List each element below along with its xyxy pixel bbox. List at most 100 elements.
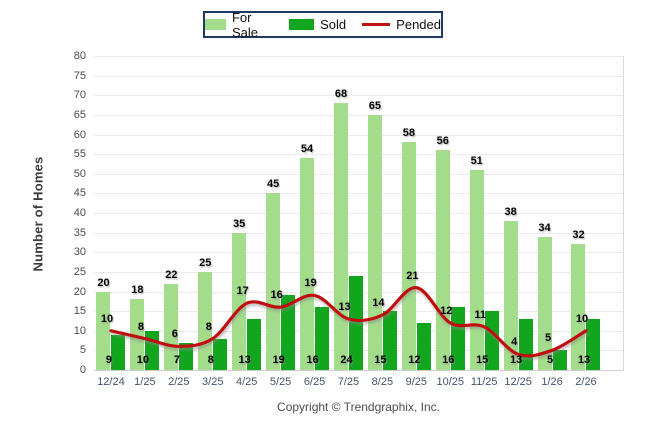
x-tick-label: 10/25 [436, 376, 465, 388]
data-label-pended: 10 [100, 312, 114, 325]
x-tick-label: 5/25 [269, 376, 292, 388]
data-label-pended: 4 [511, 336, 518, 349]
gridline [94, 114, 623, 116]
pended-line [109, 286, 588, 358]
x-tick-label: 1/25 [134, 376, 156, 388]
for-sale-swatch-icon [205, 19, 226, 30]
data-label-for-sale: 20 [97, 276, 110, 289]
data-label-pended: 8 [205, 320, 212, 333]
data-label-pended: 17 [236, 285, 249, 298]
bar-for-sale [198, 271, 213, 370]
plot-area: 20 9 10 18 10 8 22 7 6 25 8 8 35 13 17 45 19 16 54 16 19 68 24… [94, 56, 624, 371]
x-tick-label: 12/24 [97, 376, 125, 388]
y-tick-label: 10 [73, 324, 86, 337]
bar-sold [416, 322, 431, 370]
data-label-for-sale: 34 [538, 221, 551, 234]
y-tick-label: 0 [79, 364, 86, 376]
bar-sold [179, 342, 194, 370]
data-label-for-sale: 51 [470, 154, 483, 167]
data-label-pended: 5 [544, 332, 552, 345]
bar-for-sale [96, 291, 111, 370]
data-label-for-sale: 18 [131, 284, 144, 297]
gridline [94, 271, 623, 273]
data-label-pended: 19 [304, 277, 317, 290]
bar-sold [315, 307, 330, 370]
x-tick-label: 8/25 [371, 376, 394, 388]
data-label-for-sale: 22 [165, 268, 178, 281]
y-tick-label: 50 [73, 167, 86, 180]
legend-item-for-sale: For Sale [205, 10, 273, 40]
pended-line-swatch-icon [362, 23, 391, 26]
legend-label-sold: Sold [320, 17, 347, 32]
bar-sold [382, 311, 397, 370]
bar-sold [281, 295, 296, 370]
data-label-pended: 12 [440, 304, 453, 317]
legend-label-pended: Pended [396, 17, 441, 32]
data-label-for-sale: 38 [504, 205, 517, 218]
bar-for-sale [367, 114, 382, 370]
y-tick-label: 15 [73, 305, 86, 318]
data-label-pended: 8 [137, 320, 144, 333]
bar-for-sale [300, 158, 315, 370]
data-label-for-sale: 58 [402, 127, 415, 140]
data-label-sold: 19 [272, 354, 285, 366]
gridline [94, 252, 623, 254]
data-label-sold: 12 [408, 354, 421, 366]
data-label-sold: 9 [105, 354, 113, 366]
bar-for-sale [232, 232, 247, 370]
gridline [94, 213, 623, 214]
data-label-sold: 15 [476, 354, 489, 366]
y-tick-label: 70 [73, 89, 86, 102]
data-label-for-sale: 68 [334, 88, 348, 101]
pended-line-path [109, 286, 588, 358]
data-label-pended: 6 [171, 328, 178, 341]
y-tick-label: 75 [73, 69, 86, 82]
y-tick-label: 80 [73, 50, 86, 62]
x-tick-label: 1/26 [541, 376, 563, 388]
data-label-sold: 16 [442, 354, 455, 366]
data-label-pended: 21 [406, 269, 419, 282]
bar-sold [348, 275, 363, 370]
data-label-for-sale: 65 [368, 99, 382, 112]
y-tick-label: 30 [73, 246, 86, 259]
bar-sold [586, 318, 601, 370]
x-tick-label: 9/25 [405, 376, 428, 388]
y-tick-label: 35 [73, 226, 86, 239]
data-label-pended: 10 [575, 312, 589, 325]
y-tick-label: 60 [73, 128, 86, 141]
gridline [94, 232, 623, 234]
copyright-text: Copyright © Trendgraphix, Inc. [277, 400, 440, 414]
x-tick-label: 3/25 [202, 376, 224, 388]
x-tick-label: 11/25 [470, 376, 498, 388]
data-label-sold: 8 [207, 354, 214, 366]
data-label-sold: 13 [510, 354, 523, 366]
data-label-sold: 10 [136, 354, 150, 366]
legend-item-pended: Pended [362, 17, 441, 32]
y-tick-label: 5 [79, 344, 86, 357]
data-label-for-sale: 32 [572, 229, 585, 242]
y-tick-label: 55 [73, 148, 86, 161]
x-tick-label: 7/25 [337, 376, 360, 388]
bar-sold [552, 350, 567, 370]
data-label-for-sale: 25 [199, 256, 212, 269]
y-tick-label: 40 [73, 207, 86, 219]
data-label-sold: 24 [340, 354, 353, 366]
gridline [94, 173, 623, 175]
gridline [94, 154, 623, 156]
data-label-sold: 16 [306, 354, 319, 366]
bar-for-sale [503, 220, 518, 370]
gridline [94, 95, 623, 97]
bar-for-sale [130, 299, 145, 370]
data-label-for-sale: 45 [266, 178, 280, 191]
bar-for-sale [435, 150, 450, 370]
gridline [94, 193, 623, 195]
y-tick-label: 20 [73, 285, 86, 298]
gridline [94, 75, 623, 77]
data-label-sold: 5 [546, 354, 554, 366]
y-tick-label: 65 [73, 108, 86, 121]
gridline [94, 134, 623, 136]
legend: For Sale Sold Pended [203, 10, 443, 40]
bar-sold [247, 318, 262, 370]
bar-for-sale [401, 142, 416, 370]
